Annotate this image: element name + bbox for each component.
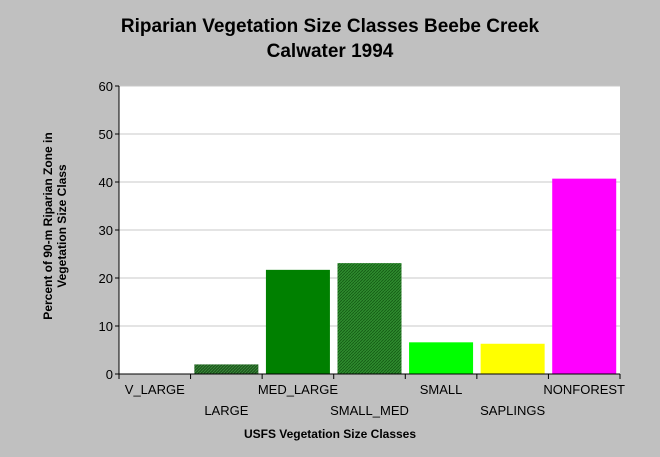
x-tick-label: LARGE xyxy=(204,403,248,418)
bar-small xyxy=(409,342,474,374)
y-tick-label: 10 xyxy=(99,319,113,334)
x-tick-label: SMALL_MED xyxy=(330,403,409,418)
y-tick-label: 20 xyxy=(99,271,113,286)
x-tick-label: V_LARGE xyxy=(125,382,185,397)
x-axis-label: USFS Vegetation Size Classes xyxy=(243,427,417,441)
x-tick-label: SMALL xyxy=(420,382,463,397)
x-tick-label: NONFOREST xyxy=(543,382,625,397)
y-tick-label: 60 xyxy=(99,79,113,94)
chart-title-line2: Calwater 1994 xyxy=(266,41,394,62)
y-tick-label: 50 xyxy=(99,127,113,142)
bar-med-large xyxy=(265,269,330,374)
bar-large xyxy=(194,364,259,374)
y-tick-label: 40 xyxy=(99,175,113,190)
bar-small-med xyxy=(337,263,402,374)
x-tick-label: MED_LARGE xyxy=(258,382,339,397)
x-tick-label: SAPLINGS xyxy=(480,403,545,418)
bar-saplings xyxy=(480,343,545,374)
y-tick-label: 0 xyxy=(106,367,113,382)
bar-nonforest xyxy=(552,178,617,374)
chart-title-line1: Riparian Vegetation Size Classes Beebe C… xyxy=(120,16,540,37)
y-tick-label: 30 xyxy=(99,223,113,238)
